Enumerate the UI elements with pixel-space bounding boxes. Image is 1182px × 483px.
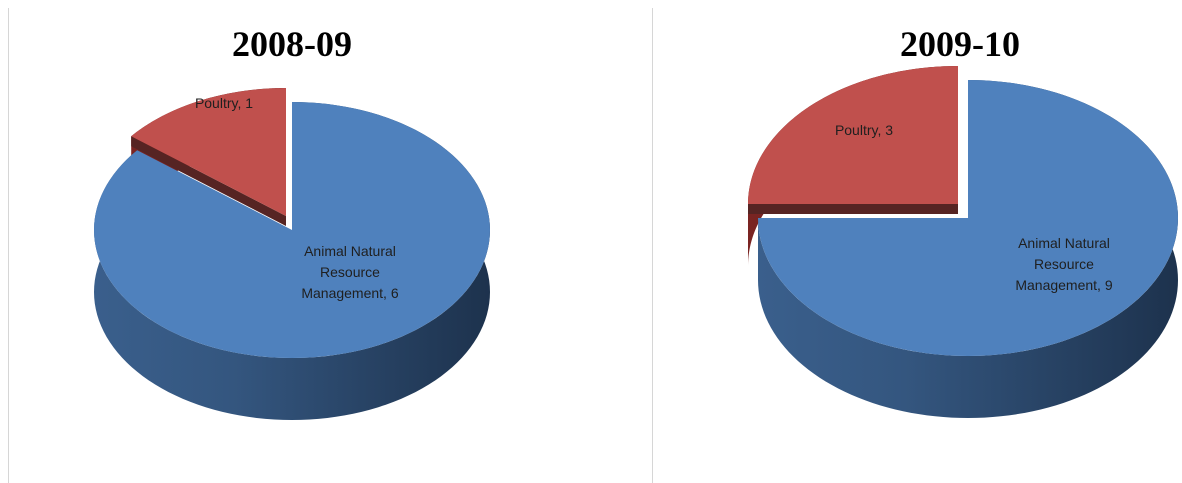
pie-slice-cut-face xyxy=(748,204,958,214)
slice-label-animal-natural-resource-management: Animal Natural Resource Management, 9 xyxy=(1015,235,1112,293)
chart-title: 2009-10 xyxy=(900,24,1020,64)
pie-chart-2008-09: 2008-09 Poultry, 1 Animal Natural Resourc… xyxy=(93,24,491,420)
pie-slice-top xyxy=(93,102,491,358)
pie-slice-animal-natural-resource-management xyxy=(758,80,1178,418)
pie-slice-animal-natural-resource-management xyxy=(93,102,491,420)
slice-label-animal-natural-resource-management: Animal Natural Resource Management, 6 xyxy=(301,243,398,301)
slice-label-poultry: Poultry, 1 xyxy=(195,95,253,111)
pie-slice-top xyxy=(131,88,286,216)
pie-chart-2009-10: 2009-10 Poultry, 3 Animal Natural Resourc… xyxy=(748,24,1178,418)
pie-slice-top xyxy=(758,80,1178,356)
panel-divider-left xyxy=(8,8,9,483)
pie-slice-top xyxy=(748,66,958,204)
panel-divider-middle xyxy=(652,8,653,483)
pie-slice-cut-face xyxy=(131,136,286,226)
chart-title: 2008-09 xyxy=(232,24,352,64)
pie-slice-poultry xyxy=(748,66,958,266)
slice-label-poultry: Poultry, 3 xyxy=(835,122,893,138)
